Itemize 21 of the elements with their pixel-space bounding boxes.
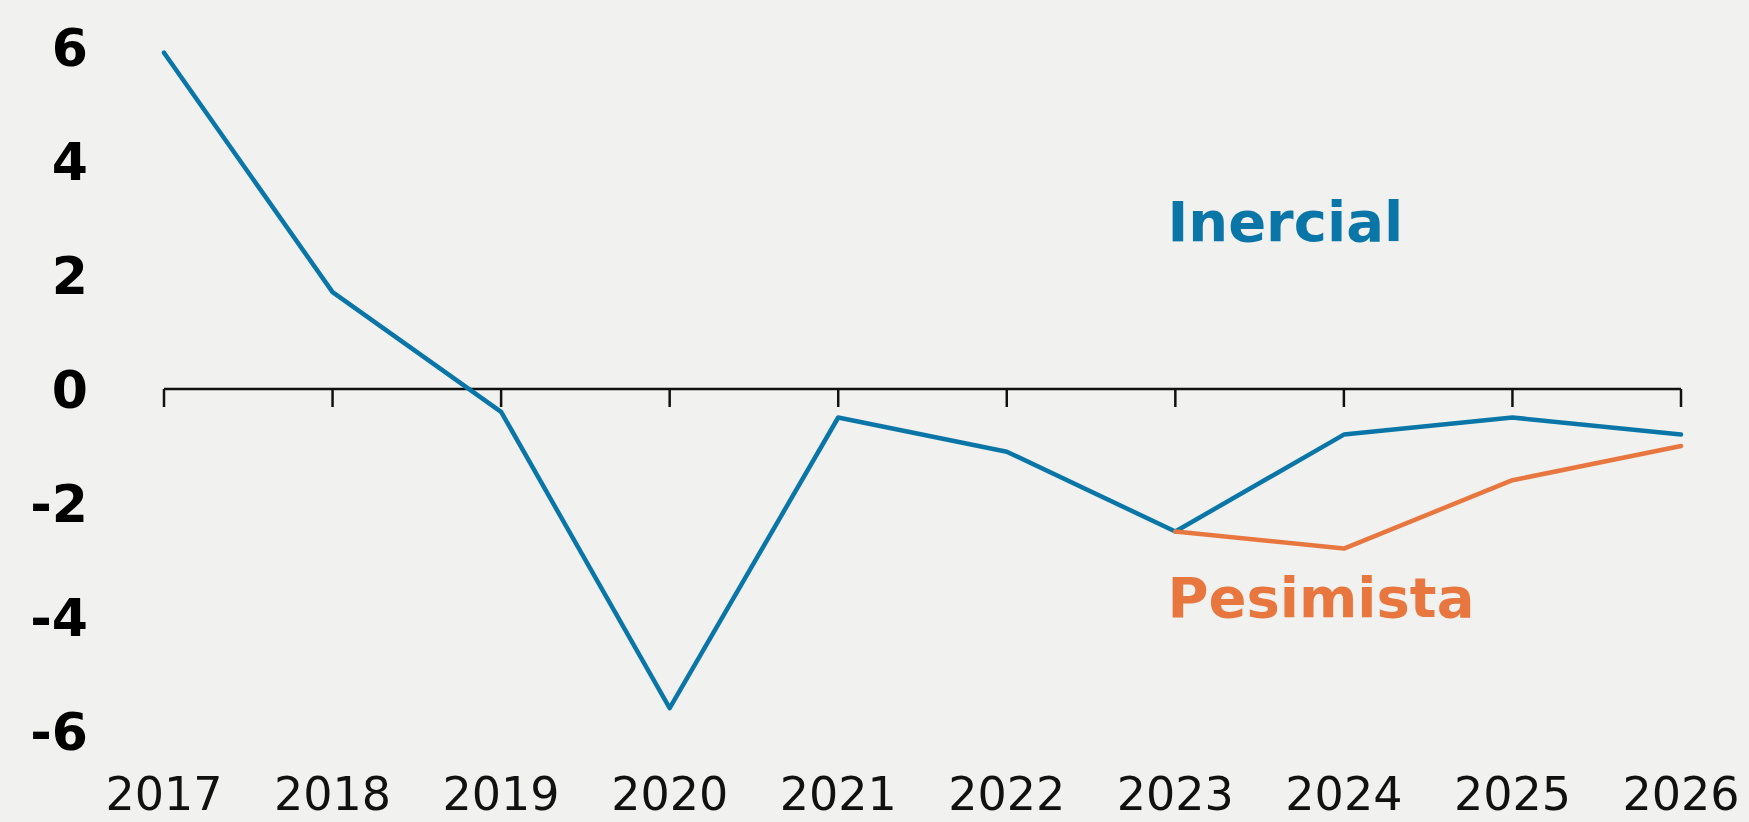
x-tick-label: 2019 [442,767,560,821]
x-tick-label: 2020 [611,767,729,821]
line-series [1173,443,1684,551]
y-tick-label: -4 [30,587,88,648]
series-label: Pesimista [1167,565,1475,630]
x-tick-label: 2023 [1116,767,1234,821]
y-tick-label: -6 [30,701,88,762]
x-tick-label: 2021 [779,767,897,821]
text: Inercial [1167,188,1404,254]
x-tick-label: 2018 [274,767,392,821]
y-tick-label: 4 [51,131,88,192]
x-tick-label: 2022 [948,767,1066,821]
x-tick-label: 2024 [1285,767,1403,821]
line-series [161,50,1684,711]
y-tick-label: 0 [51,359,88,420]
x-tick-label: 2026 [1622,767,1740,821]
y-tick-label: 6 [51,17,88,78]
y-tick-label: -2 [30,473,88,534]
x-tick-label: 2017 [105,767,223,821]
x-tick-label: 2025 [1453,767,1571,821]
y-tick-label: 2 [51,245,88,306]
